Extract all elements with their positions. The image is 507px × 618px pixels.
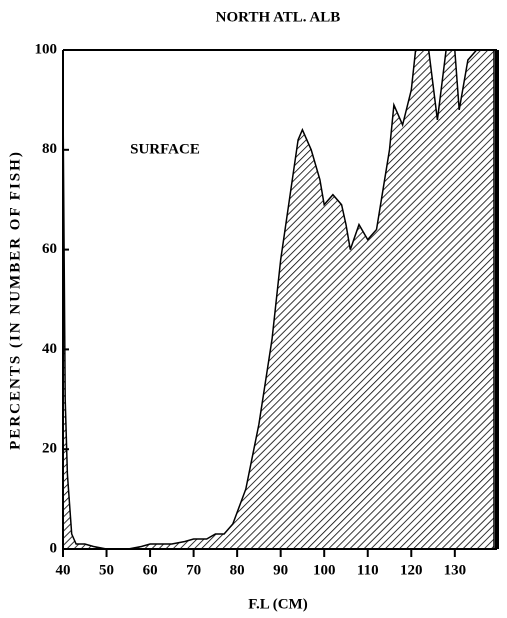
x-tick-label: 120 <box>400 562 423 578</box>
x-tick-label: 100 <box>313 562 336 578</box>
x-tick-label: 80 <box>230 562 245 578</box>
x-axis-label: F.L (CM) <box>248 596 307 612</box>
y-axis-label: PERCENTS (IN NUMBER OF FISH) <box>7 150 23 450</box>
x-tick-label: 130 <box>444 562 467 578</box>
y-tick-label: 60 <box>42 241 57 257</box>
y-tick-label: 20 <box>42 441 57 457</box>
x-tick-label: 50 <box>99 562 114 578</box>
y-tick-label: 80 <box>42 141 57 157</box>
x-tick-label: 40 <box>56 562 71 578</box>
y-tick-label: 40 <box>42 341 57 357</box>
annotation: SURFACE <box>130 141 200 157</box>
y-tick-label: 100 <box>35 41 58 57</box>
area <box>62 49 495 550</box>
x-tick-label: 110 <box>357 562 379 578</box>
x-tick-label: 90 <box>273 562 288 578</box>
x-tick-label: 70 <box>186 562 201 578</box>
y-tick-label: 0 <box>50 540 58 556</box>
chart-title: NORTH ATL. ALB <box>216 9 341 25</box>
x-tick-label: 60 <box>143 562 158 578</box>
